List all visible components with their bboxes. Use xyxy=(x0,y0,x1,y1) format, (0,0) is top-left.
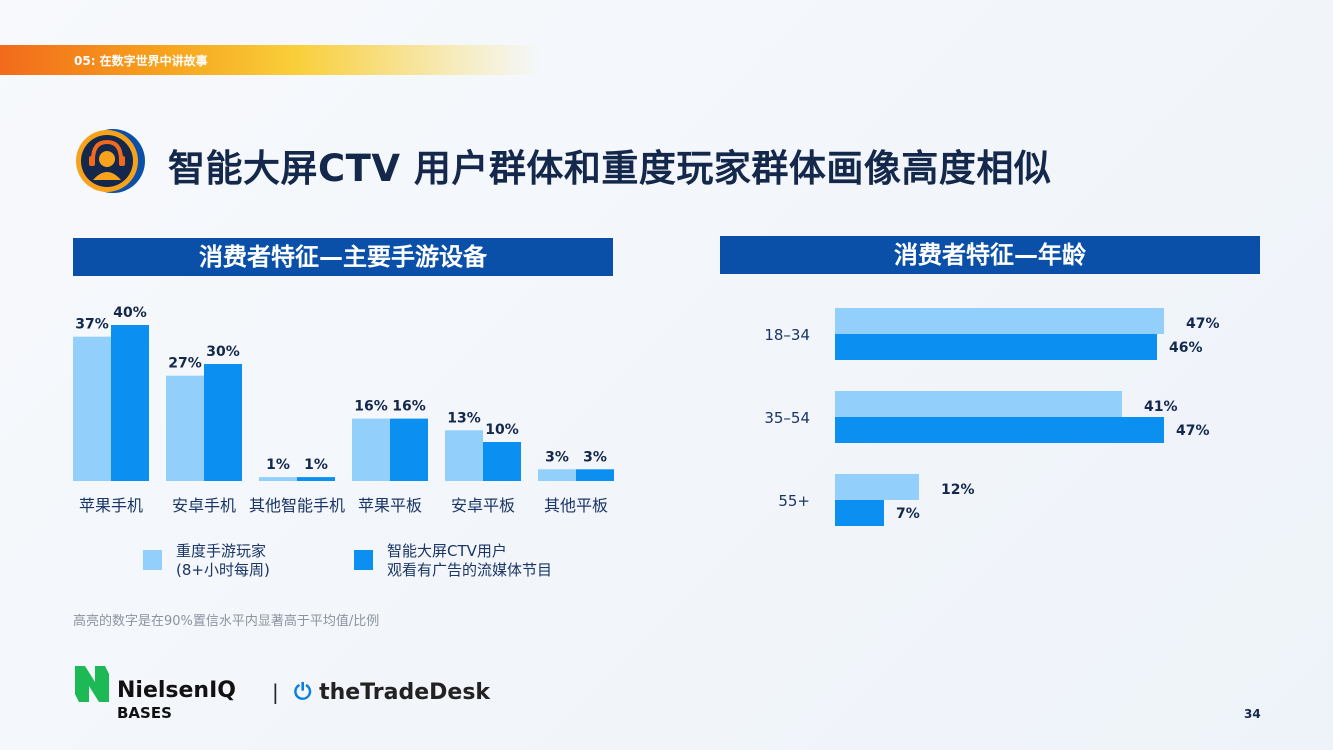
page-number: 34 xyxy=(1244,707,1261,721)
bar-ctv-users xyxy=(297,477,335,481)
data-label: 10% xyxy=(485,422,519,438)
category-label: 55+ xyxy=(778,492,810,510)
data-label: 12% xyxy=(941,482,975,498)
bar-heavy-gamers xyxy=(835,391,1122,417)
data-label: 1% xyxy=(304,457,328,473)
footnote: 高亮的数字是在90%置信水平内显著高于平均值/比例 xyxy=(73,614,380,629)
data-label: 41% xyxy=(1144,399,1178,415)
legend-item-ctv-users: 智能大屏CTV用户 观看有广告的流媒体节目 xyxy=(354,542,594,584)
bar-ctv-users xyxy=(483,442,521,481)
category-label: 安卓手机 xyxy=(172,496,236,515)
age-chart-title: 消费者特征—年龄 xyxy=(720,236,1260,274)
data-label: 27% xyxy=(168,356,202,372)
category-label: 其他平板 xyxy=(544,496,608,515)
data-label: 16% xyxy=(392,399,426,415)
data-label: 47% xyxy=(1186,316,1220,332)
section-tag-label: 05: 在数字世界中讲故事 xyxy=(74,54,208,68)
data-label: 7% xyxy=(896,506,920,522)
bar-ctv-users xyxy=(835,417,1164,443)
legend-label-light-line1: 重度手游玩家 xyxy=(176,542,267,560)
nielsen-mark-icon xyxy=(75,666,109,702)
bar-heavy-gamers xyxy=(73,336,111,481)
legend-label-dark-line1: 智能大屏CTV用户 xyxy=(387,542,507,560)
category-label: 苹果平板 xyxy=(358,496,422,515)
bar-ctv-users xyxy=(576,469,614,481)
data-label: 30% xyxy=(206,344,240,360)
category-label: 苹果手机 xyxy=(79,496,143,515)
data-label: 3% xyxy=(545,449,569,465)
legend-label-dark-line2: 观看有广告的流媒体节目 xyxy=(387,561,553,579)
data-label: 3% xyxy=(583,449,607,465)
category-label: 35–54 xyxy=(764,409,810,427)
data-label: 13% xyxy=(447,410,481,426)
bar-heavy-gamers xyxy=(259,477,297,481)
bar-heavy-gamers xyxy=(538,469,576,481)
device-chart-title: 消费者特征—主要手游设备 xyxy=(73,238,613,276)
data-label: 47% xyxy=(1176,423,1210,439)
bar-heavy-gamers xyxy=(835,308,1164,334)
section-tag: 05: 在数字世界中讲故事 xyxy=(0,45,540,75)
legend-label-light-line2: (8+小时每周) xyxy=(176,561,270,579)
bar-ctv-users xyxy=(111,325,149,481)
bar-ctv-users xyxy=(204,364,242,481)
category-label: 其他智能手机 xyxy=(249,496,345,515)
age-bar-chart: 47% 46% 18–34 41% 47% 35–54 12% 7% 55+ xyxy=(764,308,1220,526)
nielsen-wordmark: NielsenIQ xyxy=(117,678,236,703)
category-label: 18–34 xyxy=(764,326,810,344)
legend-swatch-dark xyxy=(354,550,373,570)
device-bar-chart: 37%40% 苹果手机 27%30% 安卓手机 1% 1% 其他智能手机 16% 16% 苹果平板… xyxy=(73,305,614,515)
legend-item-heavy-gamers: 重度手游玩家 (8+小时每周) xyxy=(143,542,343,584)
data-label: 1% xyxy=(266,457,290,473)
logo-separator: | xyxy=(272,680,279,704)
bases-wordmark: BASES xyxy=(117,704,172,722)
legend-swatch-light xyxy=(143,550,162,570)
data-label: 46% xyxy=(1169,340,1203,356)
bar-ctv-users xyxy=(835,500,884,526)
power-icon: ⏻ xyxy=(294,680,312,705)
tradedesk-wordmark: theTradeDesk xyxy=(319,680,491,705)
bar-ctv-users xyxy=(835,334,1157,360)
data-label: 37% xyxy=(75,317,109,333)
tradedesk-logo: ⏻ theTradeDesk xyxy=(294,680,490,705)
nielseniq-bases-logo: NielsenIQ BASES xyxy=(73,662,253,722)
bar-heavy-gamers xyxy=(352,418,390,481)
bar-heavy-gamers xyxy=(835,474,919,500)
category-label: 安卓平板 xyxy=(451,496,515,515)
data-label: 16% xyxy=(354,399,388,415)
bar-ctv-users xyxy=(390,418,428,481)
gamer-headset-icon xyxy=(76,129,145,193)
bar-heavy-gamers xyxy=(445,430,483,481)
page-title: 智能大屏CTV 用户群体和重度玩家群体画像高度相似 xyxy=(168,147,1052,190)
data-label: 40% xyxy=(113,305,147,321)
bar-heavy-gamers xyxy=(166,375,204,481)
